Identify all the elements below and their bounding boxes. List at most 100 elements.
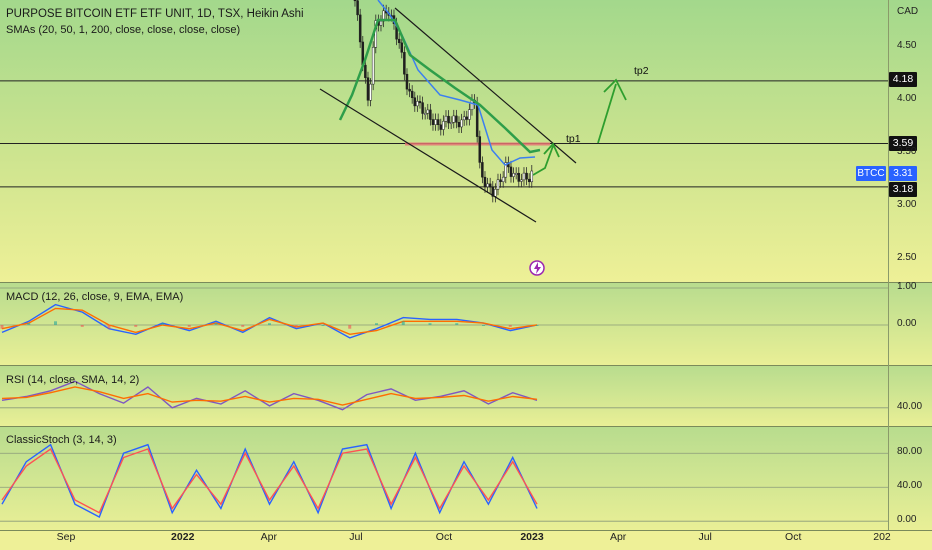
candle-body [447, 115, 450, 124]
main-pane-bg [0, 0, 932, 282]
macd-histogram-bar [27, 323, 31, 325]
tp2-label: tp2 [634, 65, 649, 77]
price-tick-label: 4.00 [897, 93, 917, 104]
candle-body [520, 179, 523, 182]
x-tick-label: 202 [873, 531, 891, 543]
candle-body [457, 122, 461, 128]
candle-body [413, 97, 417, 107]
candle-body [416, 101, 419, 107]
candle-body [410, 90, 414, 98]
level-badge-upper: 4.18 [889, 72, 917, 87]
macd-histogram-bar [241, 325, 245, 327]
pane-tick-label: 80.00 [897, 446, 923, 458]
x-tick-label: 2023 [520, 531, 544, 543]
macd-histogram-bar [348, 325, 352, 329]
candle-body [517, 172, 521, 182]
candle-body [356, 0, 359, 16]
price-tick-label: 3.00 [897, 199, 917, 210]
x-tick-label: Oct [435, 531, 453, 543]
candle-body [486, 183, 489, 188]
chart-title: PURPOSE BITCOIN ETF ETF UNIT, 1D, TSX, H… [6, 8, 304, 20]
x-tick-label: Oct [785, 531, 802, 543]
tp2-arrow-shaft [597, 83, 617, 144]
macd-histogram-bar [482, 325, 485, 326]
stoch-label: ClassicStoch (3, 14, 3) [6, 434, 117, 446]
stoch-pane-bg [0, 427, 932, 530]
candle-body [478, 136, 482, 163]
macd-signal-line [1, 307, 538, 336]
currency-label: CAD [897, 6, 919, 17]
price-tick-label: 2.50 [897, 252, 917, 263]
stoch-pane [0, 443, 888, 522]
candle-body [379, 20, 383, 26]
candle-body [353, 0, 357, 2]
candle-body [504, 162, 508, 178]
candle-body [494, 189, 497, 197]
candle-body [509, 166, 513, 177]
macd-histogram-bar [161, 323, 164, 325]
macd-histogram-bar [321, 325, 325, 326]
candle-body [525, 172, 528, 180]
last-price-badge: 3.31 [889, 166, 917, 181]
macd-histogram-bar [187, 325, 191, 327]
macd-histogram-bar [294, 325, 298, 327]
candle-body [449, 122, 453, 125]
channel-upper-line [394, 7, 577, 164]
candle-body [434, 119, 437, 125]
macd-histogram-bar [401, 321, 405, 325]
macd-histogram-bar [107, 325, 111, 329]
candle-body [421, 102, 424, 114]
macd-line [1, 303, 538, 339]
candle-body [408, 88, 411, 92]
price-tick-label: 3.50 [897, 146, 917, 157]
candle-body [369, 83, 372, 101]
macd-pane [0, 287, 888, 339]
macd-histogram-bar [214, 323, 218, 325]
candle-body [514, 172, 518, 175]
candle-body [462, 116, 466, 121]
candle-body [452, 115, 456, 123]
candle-body [522, 172, 526, 181]
candle-body [507, 162, 510, 168]
macd-histogram-bar [455, 323, 459, 325]
macd-histogram-bar [134, 325, 138, 327]
candle-body [455, 115, 458, 123]
candle-body [431, 119, 435, 125]
x-tick-label: Jul [698, 531, 712, 543]
candle-body [423, 112, 427, 115]
candle-body [470, 99, 474, 110]
candle-body [496, 179, 500, 190]
candle-body [501, 176, 505, 183]
candle-body [426, 109, 430, 114]
stoch-d-line [1, 447, 538, 514]
candle-body [400, 42, 404, 53]
tp2-arrow-head [603, 78, 627, 101]
pane-tick-label: 40.00 [897, 400, 923, 412]
macd-histogram-bar [80, 325, 84, 327]
macd-pane-bg [0, 283, 932, 365]
candle-body [499, 179, 502, 183]
candle-body [397, 38, 401, 44]
candle-body [358, 14, 362, 43]
tp1-label: tp1 [566, 133, 581, 145]
x-tick-label: Apr [260, 531, 278, 543]
candle-body [530, 170, 534, 183]
macd-histogram-bar [375, 323, 378, 325]
candle-body [444, 115, 448, 122]
price-pane [0, 0, 888, 276]
candle-body [475, 102, 479, 137]
macd-histogram-bar [268, 323, 271, 325]
macd-histogram-bar [535, 325, 539, 326]
candle-body [429, 109, 432, 120]
sma-legend: SMAs (20, 50, 1, 200, close, close, clos… [6, 24, 241, 36]
candle-body [512, 173, 515, 177]
x-tick-label: Sep [56, 531, 76, 543]
flash-icon-bolt [534, 262, 541, 274]
candle-body [436, 119, 440, 126]
macd-histogram-bar [508, 325, 512, 327]
candle-body [481, 162, 484, 178]
candle-body [418, 101, 422, 104]
candle-body [403, 52, 406, 75]
